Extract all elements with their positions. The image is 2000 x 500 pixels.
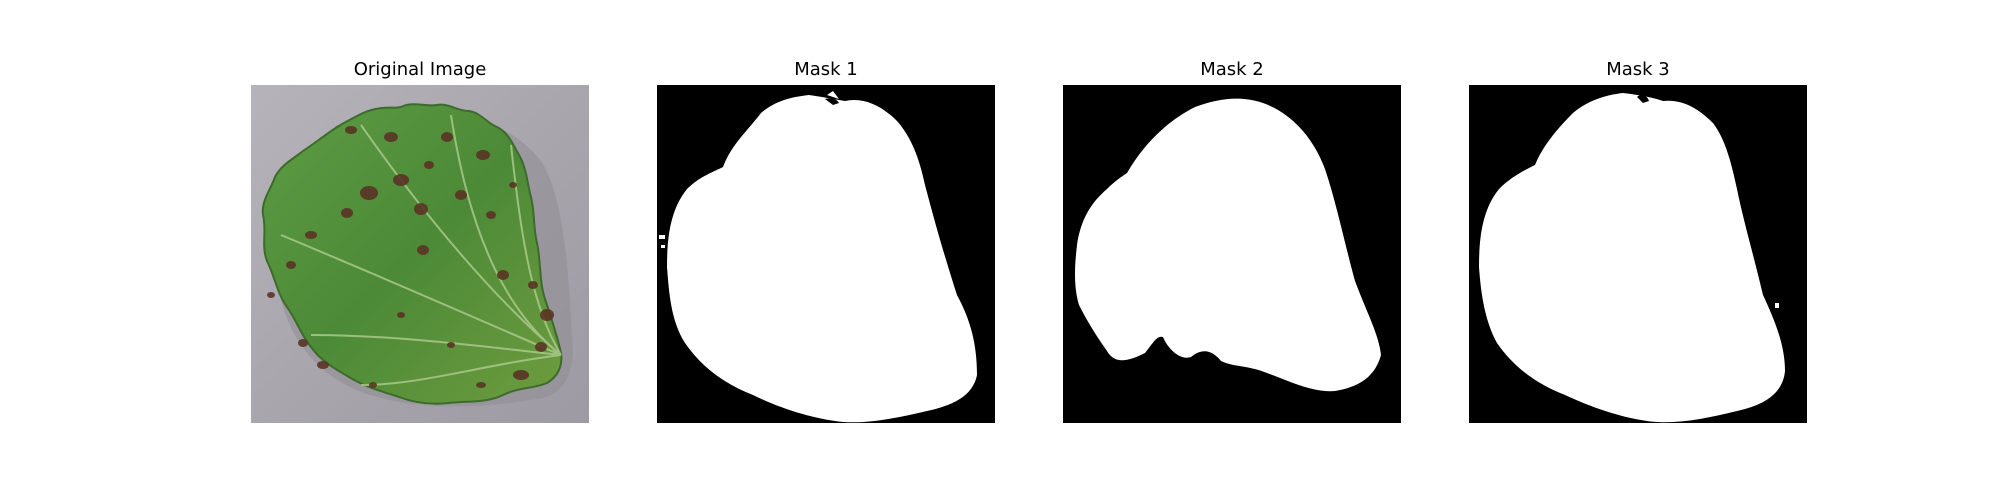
leaf-veins <box>280 114 562 386</box>
panel-title-mask-3: Mask 3 <box>1606 59 1670 80</box>
strawberry-leaf <box>261 103 563 405</box>
mask-2-foreground <box>1075 98 1381 392</box>
panel-title-original-image: Original Image <box>353 59 487 80</box>
mask-3-image <box>1469 85 1807 423</box>
panel-original-image: Original Image <box>251 58 589 423</box>
panel-title-mask-1: Mask 1 <box>794 59 858 80</box>
panel-title-mask-2: Mask 2 <box>1200 59 1264 80</box>
panel-mask-2: Mask 2 <box>1063 58 1401 423</box>
panel-mask-1: Mask 1 <box>657 58 995 423</box>
original-image <box>251 85 589 423</box>
mask-3-foreground <box>1479 93 1785 423</box>
leaf-spots <box>267 126 554 388</box>
panel-mask-3: Mask 3 <box>1469 58 1807 423</box>
mask-1-image <box>657 85 995 423</box>
mask-1-foreground <box>667 95 977 423</box>
mask-2-image <box>1063 85 1401 423</box>
